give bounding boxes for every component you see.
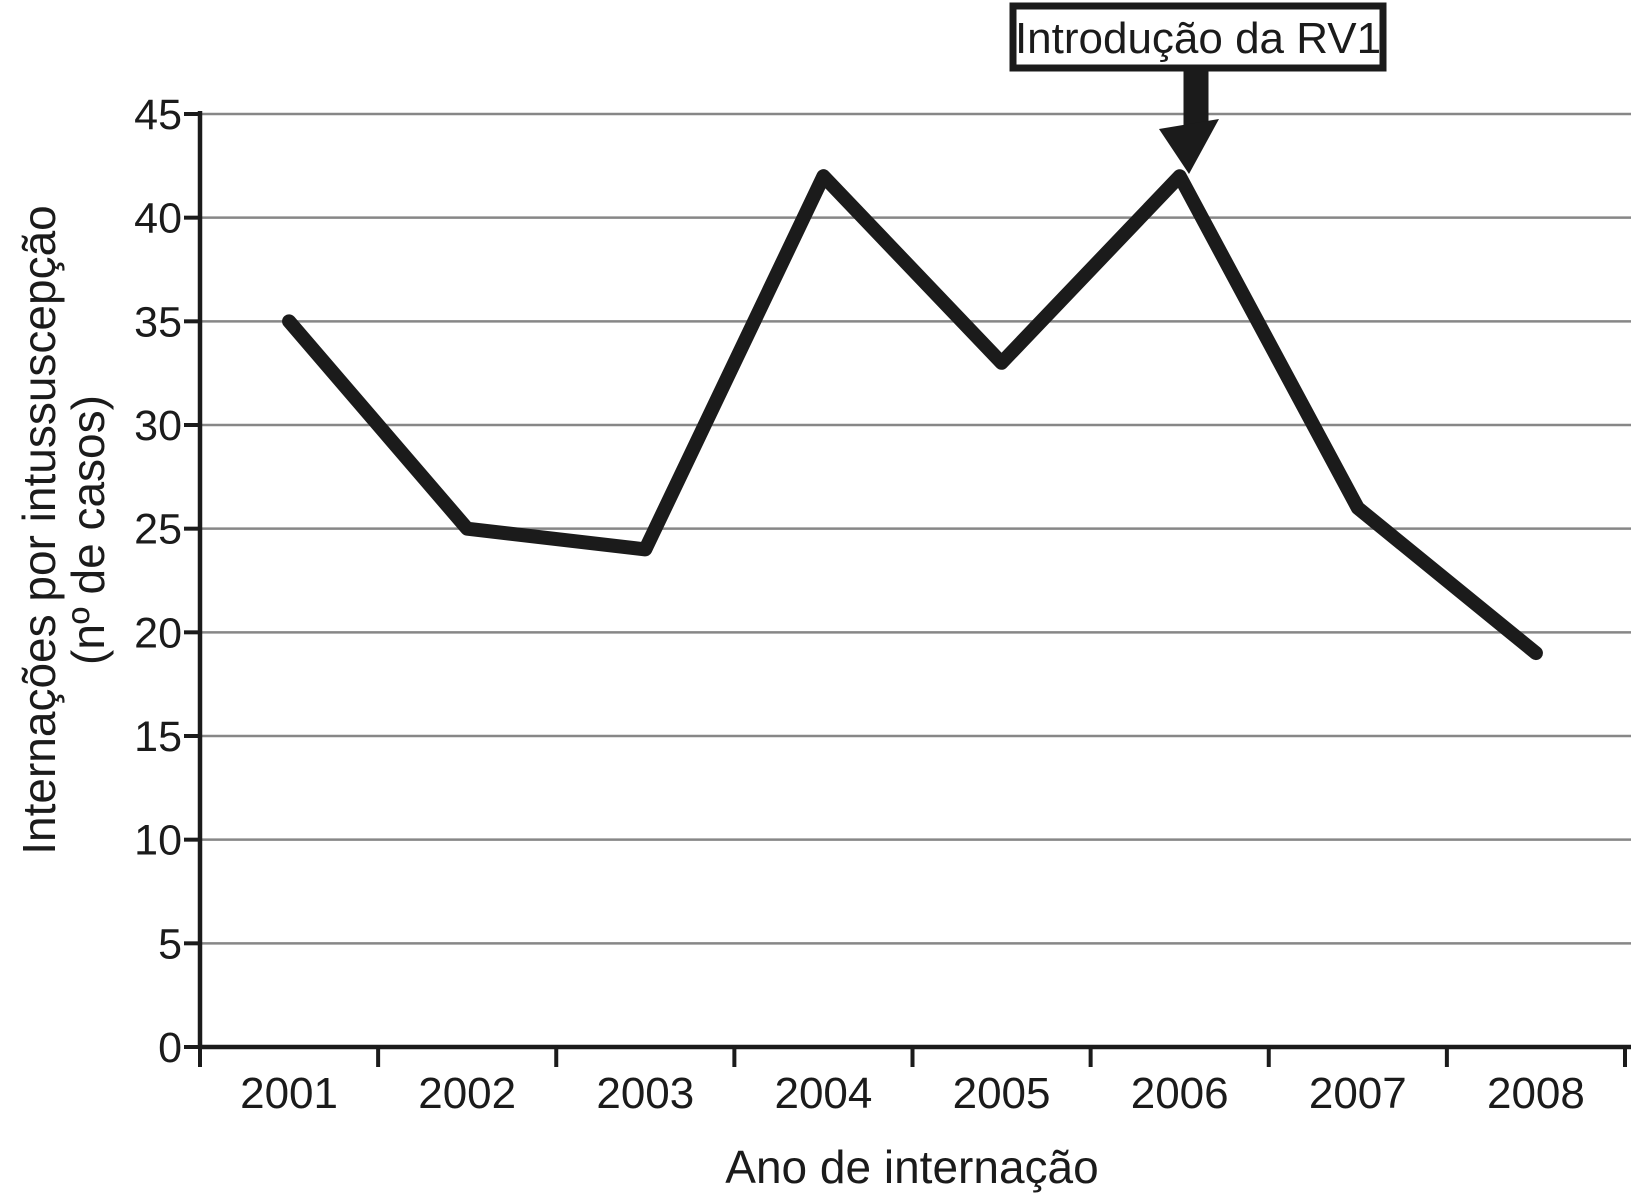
y-axis-title-line2: (nº de casos) (62, 395, 114, 665)
axes (184, 111, 1631, 1067)
series-line-intussusception-cases (282, 169, 1543, 661)
y-tick-label: 20 (134, 609, 182, 657)
y-tick-label: 45 (134, 91, 182, 139)
x-tick-label: 2007 (1309, 1069, 1407, 1118)
annotation-arrow-head-icon (1159, 119, 1219, 174)
y-tick-label: 25 (134, 506, 182, 554)
y-tick-label: 5 (158, 920, 182, 968)
annotation-callout: Introdução da RV1 (1009, 2, 1387, 174)
x-axis-tick-labels: 2001 2002 2003 2004 2005 2006 2007 2008 (240, 1069, 1585, 1118)
y-tick-label: 30 (134, 402, 182, 450)
x-tick-label: 2003 (596, 1069, 694, 1118)
y-tick-label: 40 (134, 195, 182, 243)
x-tick-label: 2008 (1487, 1069, 1585, 1118)
y-tick-label: 0 (158, 1024, 182, 1072)
x-tick-label: 2005 (953, 1069, 1051, 1118)
x-tick-label: 2006 (1131, 1069, 1229, 1118)
annotation-text: Introdução da RV1 (1015, 14, 1381, 63)
data-series (282, 169, 1543, 661)
gridlines (200, 112, 1631, 945)
annotation-box (1009, 2, 1387, 72)
x-tick-label: 2001 (240, 1069, 338, 1118)
y-tick-label: 10 (134, 817, 182, 865)
y-tick-label: 15 (134, 713, 182, 761)
y-axis-tick-labels: 0 5 10 15 20 25 30 35 40 45 (134, 91, 182, 1072)
y-axis-title-line1: Internações por intussuscepção (13, 205, 65, 855)
y-tick-label: 35 (134, 298, 182, 346)
x-tick-label: 2004 (774, 1069, 872, 1118)
x-tick-label: 2002 (418, 1069, 516, 1118)
x-axis-title: Ano de internação (725, 1141, 1098, 1193)
